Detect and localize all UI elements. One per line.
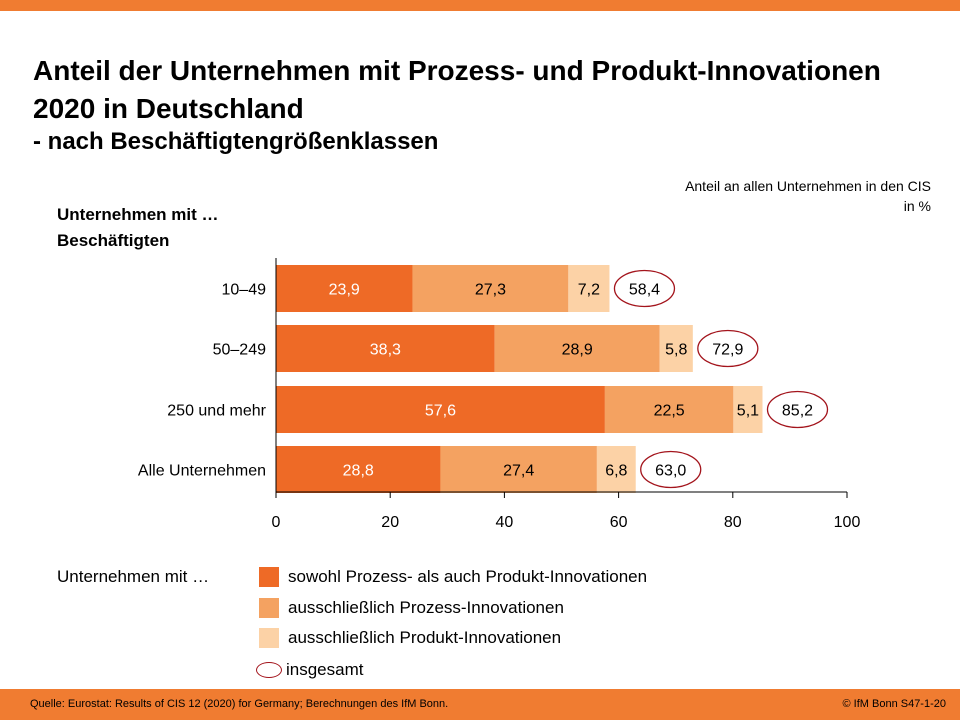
chart-subtitle: - nach Beschäftigtengrößenklassen	[33, 128, 439, 155]
data-label: 22,5	[654, 403, 685, 420]
legend-swatch	[259, 567, 279, 587]
bar-chart: 10–49 23,9 27,3 7,2 58,4 50–249 38,3 28,9 5,8 72,…	[138, 258, 861, 531]
footer-bar: Quelle: Eurostat: Results of CIS 12 (202…	[0, 689, 960, 720]
total-ellipse	[640, 450, 702, 489]
total-ellipse	[613, 269, 676, 308]
category-label: 250 und mehr	[167, 403, 266, 420]
y-axis-title: Unternehmen mit … Beschäftigten	[57, 205, 219, 250]
copyright-note: © IfM Bonn S47-1-20	[842, 698, 947, 710]
category-label: 10–49	[222, 282, 267, 299]
chart-title: Anteil der Unternehmen mit Prozess- und …	[33, 55, 881, 124]
bar-segment	[659, 325, 693, 372]
legend-label: sowohl Prozess- als auch Produkt-Innovat…	[288, 567, 648, 586]
data-label: 5,1	[737, 403, 759, 420]
legend-label: insgesamt	[286, 660, 364, 679]
legend-item: sowohl Prozess- als auch Produkt-Innovat…	[259, 565, 647, 589]
legend-ellipse-swatch	[256, 662, 282, 678]
x-tick-label: 40	[496, 514, 514, 531]
bar-segment	[494, 325, 660, 372]
legend-label: ausschließlich Produkt-Innovationen	[288, 628, 562, 647]
legend-label: ausschließlich Prozess-Innovationen	[288, 598, 564, 617]
x-tick-label: 80	[724, 514, 742, 531]
data-label: 5,8	[665, 342, 687, 359]
data-label: 6,8	[605, 463, 627, 480]
data-label: 23,9	[329, 282, 360, 299]
legend-swatch	[259, 598, 279, 618]
legend-item: ausschließlich Produkt-Innovationen	[259, 626, 561, 650]
bar-segment	[276, 446, 441, 493]
x-tick-label: 0	[272, 514, 281, 531]
legend-item: ausschließlich Prozess-Innovationen	[259, 596, 564, 620]
category-label: Alle Unternehmen	[138, 463, 266, 480]
bar-segment	[412, 265, 569, 312]
top-accent-bar	[0, 0, 960, 11]
x-tick-label: 20	[381, 514, 399, 531]
data-label: 38,3	[370, 342, 401, 359]
total-ellipse	[766, 390, 829, 429]
total-label: 85,2	[782, 403, 813, 420]
category-label: 50–249	[213, 342, 266, 359]
bar-segment	[568, 265, 610, 312]
data-label: 27,3	[475, 282, 506, 299]
x-tick-label: 60	[610, 514, 628, 531]
bar-segment	[276, 265, 413, 312]
total-label: 63,0	[655, 463, 686, 480]
legend-title: Unternehmen mit …	[57, 567, 210, 586]
bar-segment	[596, 446, 636, 493]
data-label: 28,8	[343, 463, 374, 480]
unit-note: Anteil an allen Unternehmen in den CIS i…	[685, 178, 931, 214]
data-label: 28,9	[562, 342, 593, 359]
total-label: 58,4	[629, 282, 660, 299]
x-tick-label: 100	[834, 514, 861, 531]
data-label: 7,2	[578, 282, 600, 299]
source-note: Quelle: Eurostat: Results of CIS 12 (202…	[30, 698, 449, 710]
data-label: 57,6	[425, 403, 456, 420]
legend-item-total: insgesamt	[256, 658, 363, 682]
total-ellipse	[697, 329, 759, 368]
bar-segment	[733, 386, 763, 433]
data-label: 27,4	[503, 463, 534, 480]
bar-segment	[276, 325, 495, 372]
total-label: 72,9	[712, 342, 743, 359]
bar-segment	[276, 386, 605, 433]
bar-segment	[440, 446, 597, 493]
bar-segment	[604, 386, 734, 433]
legend-swatch	[259, 628, 279, 648]
